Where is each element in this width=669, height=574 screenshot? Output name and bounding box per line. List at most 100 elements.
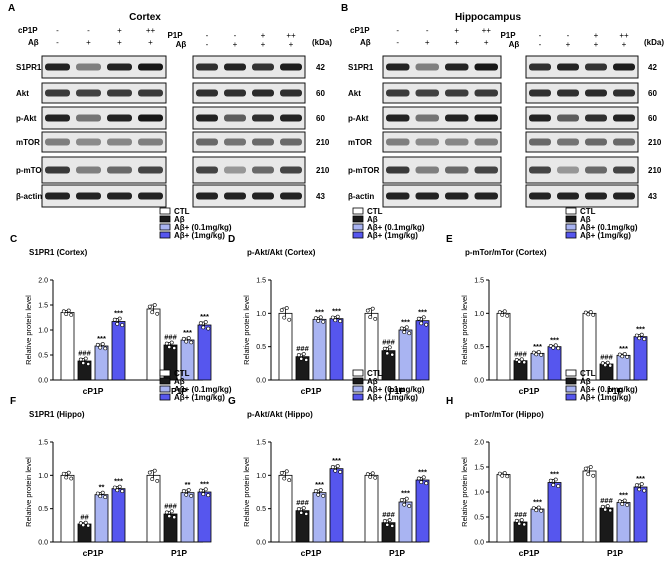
blot-band bbox=[224, 138, 246, 146]
significance-label: ### bbox=[78, 349, 91, 358]
chart-title: p-mTor/mTor (Hippo) bbox=[465, 410, 544, 419]
data-point bbox=[404, 325, 409, 330]
blot-band bbox=[474, 89, 498, 97]
significance-label: *** bbox=[97, 334, 106, 343]
data-point bbox=[98, 494, 103, 499]
data-point bbox=[117, 316, 122, 321]
legend-swatch bbox=[159, 393, 171, 401]
data-point bbox=[500, 473, 505, 478]
blot-box bbox=[382, 106, 502, 130]
blot-band bbox=[445, 138, 469, 146]
legend-label: Aβ bbox=[174, 215, 185, 224]
blot-band bbox=[45, 166, 70, 174]
bar bbox=[547, 346, 562, 381]
y-tick-label: 0.5 bbox=[474, 344, 484, 351]
blot-band bbox=[557, 63, 579, 71]
data-point bbox=[617, 352, 622, 357]
x-category-label: cP1P bbox=[519, 386, 540, 396]
header-sign: + bbox=[261, 31, 266, 40]
blot-band bbox=[386, 192, 410, 200]
data-point bbox=[608, 508, 613, 513]
data-point bbox=[639, 332, 644, 337]
y-tick-label: 0.5 bbox=[38, 506, 48, 513]
data-point bbox=[500, 313, 505, 317]
data-point bbox=[591, 313, 596, 317]
blot-band bbox=[585, 138, 607, 146]
blot-band bbox=[529, 89, 551, 97]
y-tick-label: 0.5 bbox=[38, 353, 48, 360]
bar bbox=[616, 354, 631, 381]
data-point bbox=[172, 346, 177, 350]
header-sign: - bbox=[206, 31, 209, 40]
data-point bbox=[539, 353, 544, 357]
header-sign: - bbox=[206, 40, 209, 49]
data-point bbox=[583, 310, 588, 315]
data-point bbox=[112, 317, 117, 322]
blot-row-label: Akt bbox=[16, 89, 29, 98]
data-point bbox=[637, 487, 642, 492]
blot-row-kda: 210 bbox=[648, 166, 662, 175]
legend-swatch bbox=[352, 231, 364, 239]
bar bbox=[94, 345, 109, 381]
blot-row-kda: 42 bbox=[648, 63, 657, 72]
header-sign: + bbox=[117, 26, 122, 35]
data-point bbox=[421, 315, 426, 320]
data-point bbox=[603, 507, 608, 512]
x-category-label: cP1P bbox=[83, 548, 104, 558]
header-sign: + bbox=[484, 38, 489, 47]
header-cp1p-label: cP1P bbox=[18, 26, 38, 35]
x-category-label: cP1P bbox=[301, 548, 322, 558]
data-point bbox=[634, 483, 639, 488]
significance-label: *** bbox=[533, 498, 542, 507]
data-point bbox=[634, 333, 639, 338]
data-point bbox=[531, 506, 536, 511]
legend-label: Aβ+ (1mg/kg) bbox=[174, 393, 225, 402]
data-point bbox=[203, 320, 208, 324]
data-point bbox=[100, 490, 105, 495]
data-point bbox=[81, 523, 86, 527]
significance-label: ### bbox=[164, 501, 177, 510]
significance-label: *** bbox=[315, 307, 324, 316]
header-sign: - bbox=[87, 26, 90, 35]
bar bbox=[329, 318, 344, 381]
panel-letter: E bbox=[446, 234, 453, 245]
significance-label: ### bbox=[600, 496, 613, 505]
blot-band bbox=[585, 89, 607, 97]
data-point bbox=[605, 504, 610, 508]
legend-label: Aβ bbox=[580, 215, 591, 224]
data-point bbox=[64, 475, 69, 480]
y-axis-label: Relative protein level bbox=[460, 295, 469, 365]
legend-label: Aβ+ (0.1mg/kg) bbox=[174, 385, 232, 394]
data-point bbox=[617, 499, 622, 504]
significance-label: ** bbox=[185, 480, 191, 489]
bar bbox=[530, 508, 545, 543]
blot-box bbox=[525, 106, 639, 130]
legend-label: Aβ+ (1mg/kg) bbox=[367, 231, 418, 240]
data-point bbox=[385, 351, 390, 356]
blot-row-label: p-Akt bbox=[16, 114, 37, 123]
blot-band bbox=[474, 63, 498, 71]
blot-box bbox=[192, 131, 306, 153]
significance-label: *** bbox=[114, 477, 123, 486]
blot-band bbox=[196, 192, 218, 200]
blot-row-label: p-Akt bbox=[348, 114, 369, 123]
blot-band bbox=[76, 89, 101, 97]
data-point bbox=[531, 350, 536, 355]
blot-band bbox=[585, 166, 607, 174]
data-point bbox=[287, 478, 292, 483]
bar bbox=[278, 474, 293, 543]
data-point bbox=[164, 341, 169, 346]
data-point bbox=[390, 523, 395, 528]
y-axis-label: Relative protein level bbox=[24, 457, 33, 527]
blot-band bbox=[557, 166, 579, 174]
data-point bbox=[186, 336, 191, 340]
blot-band bbox=[529, 138, 551, 146]
bar bbox=[496, 312, 511, 381]
significance-label: ### bbox=[296, 498, 309, 507]
data-point bbox=[605, 360, 610, 365]
data-point bbox=[534, 352, 539, 357]
bar bbox=[547, 482, 562, 543]
bar bbox=[60, 312, 75, 381]
